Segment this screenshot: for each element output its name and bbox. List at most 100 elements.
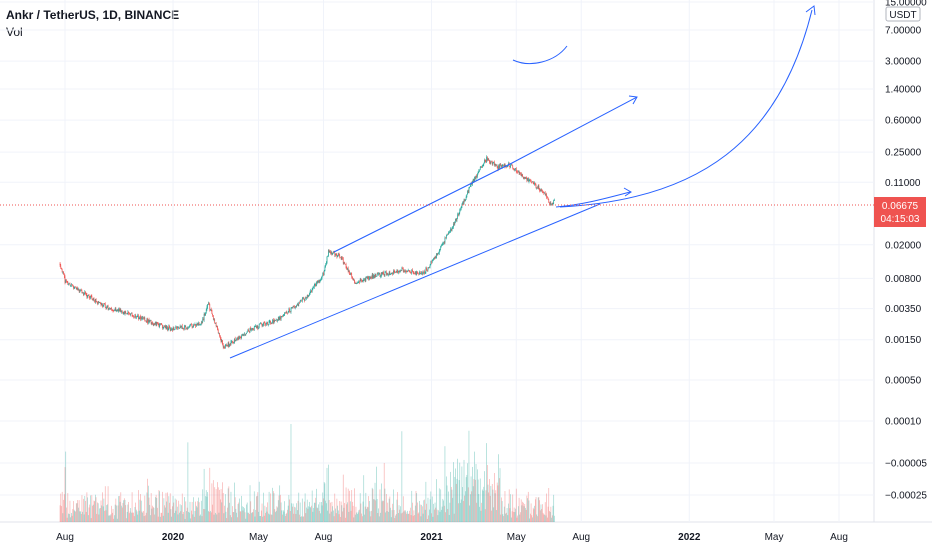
candle (268, 320, 270, 325)
candle (445, 237, 446, 239)
candle (476, 174, 478, 178)
candle (210, 308, 211, 312)
candle (138, 317, 140, 320)
candle (164, 325, 165, 328)
candle (424, 271, 426, 274)
volume-bar (99, 508, 101, 522)
candle (522, 176, 524, 180)
candle (227, 344, 228, 347)
candle (313, 283, 315, 289)
volume-bar (254, 516, 256, 522)
volume-bar (113, 518, 115, 522)
candle (479, 169, 480, 173)
candle (208, 301, 209, 306)
volume-bar (443, 500, 444, 522)
volume-bar (498, 478, 500, 522)
volume-bar (129, 511, 131, 522)
volume-bar (101, 505, 103, 522)
candle (280, 315, 282, 321)
volume-bar (468, 430, 470, 522)
volume-bar (285, 513, 287, 522)
volume-bar (61, 491, 63, 522)
volume-bar (289, 511, 291, 522)
volume-bar (62, 513, 64, 522)
volume-bar (347, 488, 349, 522)
candle (338, 252, 340, 257)
volume-tick-label: 0.00010 (885, 417, 922, 428)
volume-bar (173, 502, 175, 522)
candle (509, 165, 511, 170)
candle (146, 317, 148, 323)
candle (219, 332, 221, 338)
candle (412, 268, 413, 273)
volume-bar (361, 516, 363, 522)
time-axis[interactable]: Aug 2020 May Aug 2021 May Aug 2022 May Aug (56, 532, 848, 543)
volume-bar (109, 515, 111, 522)
volume-bar (280, 494, 281, 522)
candle (85, 292, 87, 297)
volume-bar (344, 502, 346, 522)
volume-bar (159, 491, 160, 522)
volume-bar (458, 503, 459, 522)
candle (234, 336, 236, 342)
volume-bar (383, 462, 385, 522)
volume-bar (164, 507, 166, 522)
volume-bar (292, 503, 294, 522)
volume-bar (377, 513, 379, 522)
candle (481, 165, 483, 168)
candle (344, 261, 346, 265)
candle (454, 221, 456, 226)
volume-bar (330, 511, 332, 522)
candle (426, 266, 427, 272)
volume-bar (433, 503, 434, 522)
volume-bar (304, 493, 306, 522)
volume-bar (71, 512, 72, 522)
volume-bar (546, 517, 548, 522)
candle (67, 280, 69, 285)
volume-bar (140, 500, 142, 522)
volume-bar (412, 502, 413, 522)
candle (483, 162, 485, 167)
candle (503, 163, 505, 167)
volume-bar (462, 500, 464, 522)
candle (131, 312, 133, 318)
candle (145, 320, 147, 323)
time-tick-label: Aug (572, 532, 590, 543)
candle (285, 311, 287, 314)
volume-bar (67, 493, 69, 522)
volume-bar (337, 510, 339, 522)
candle (456, 217, 458, 223)
volume-bar (533, 509, 535, 522)
volume-bar (133, 516, 135, 522)
volume-bar (485, 490, 487, 522)
volume-bar (518, 506, 519, 522)
volume-bar (527, 498, 528, 522)
candle (391, 272, 393, 275)
candle (107, 304, 109, 311)
candle (468, 186, 470, 194)
volume-bar (332, 506, 334, 522)
candle (525, 176, 527, 180)
volume-bar (324, 483, 326, 522)
volume-bar (78, 507, 79, 522)
candle (275, 319, 276, 321)
volume-bar (501, 501, 503, 522)
candle (119, 307, 121, 313)
volume-bar (353, 517, 355, 522)
candle (119, 307, 120, 312)
unit-badge[interactable]: USDT (885, 6, 921, 22)
volume-bar (210, 512, 212, 522)
volume-bar (165, 492, 167, 522)
candle (365, 276, 367, 282)
volume-bar (232, 506, 233, 522)
volume-bar (150, 515, 151, 522)
volume-bar (191, 510, 192, 522)
volume-bar (206, 496, 208, 522)
volume-bar (212, 504, 213, 522)
volume-bar (98, 514, 100, 522)
volume-bar (422, 513, 424, 522)
price-axis[interactable]: 15.00000 7.00000 3.00000 1.40000 0.60000 0.25… (885, 0, 927, 502)
volume-bar (290, 423, 292, 522)
volume-bar (399, 509, 401, 522)
